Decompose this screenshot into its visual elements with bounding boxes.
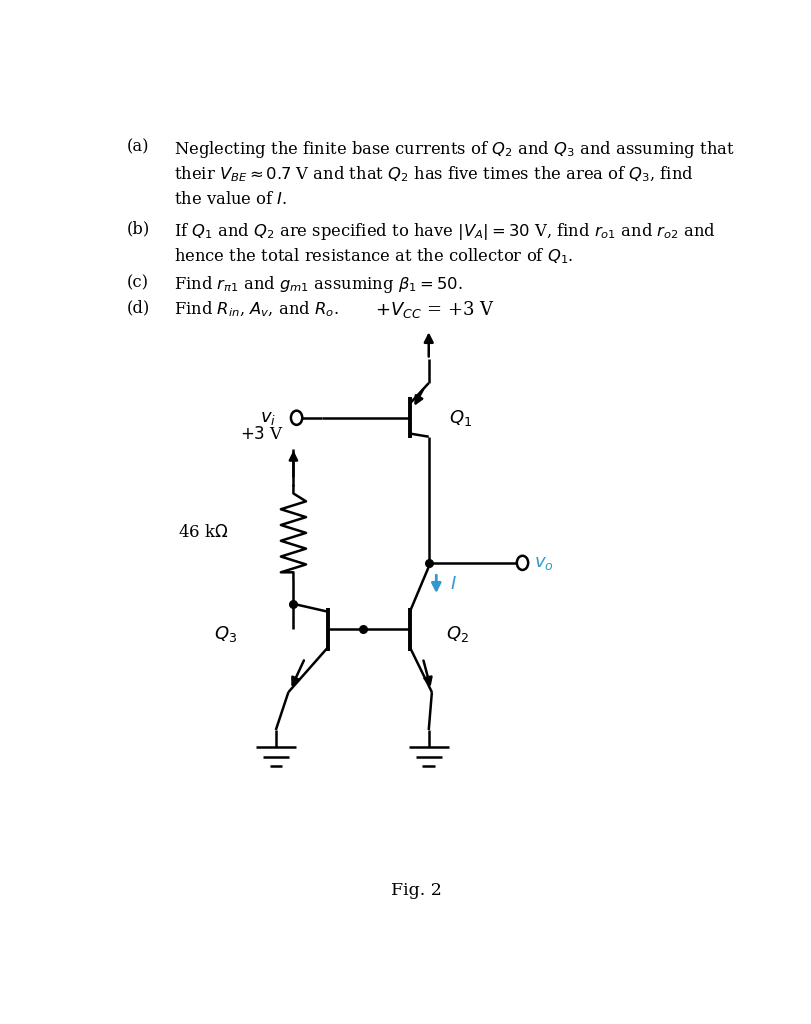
Text: (b): (b) <box>127 220 150 238</box>
Text: $I$: $I$ <box>449 575 457 593</box>
Text: (d): (d) <box>127 299 150 316</box>
Text: Find $R_{in}$, $A_v$, and $R_o$.: Find $R_{in}$, $A_v$, and $R_o$. <box>174 299 338 318</box>
Text: 46 k$\Omega$: 46 k$\Omega$ <box>178 524 229 542</box>
Text: $+3$ V: $+3$ V <box>240 426 284 443</box>
Text: $+V_{CC}$ = +3 V: $+V_{CC}$ = +3 V <box>375 299 494 319</box>
Text: $v_i$: $v_i$ <box>260 409 276 427</box>
Text: $Q_3$: $Q_3$ <box>213 624 237 644</box>
Text: Find $r_{\pi 1}$ and $g_{m1}$ assuming $\beta_1 = 50$.: Find $r_{\pi 1}$ and $g_{m1}$ assuming $… <box>174 274 462 295</box>
Text: the value of $I$.: the value of $I$. <box>174 190 287 208</box>
Text: Fig. 2: Fig. 2 <box>390 883 441 899</box>
Text: (c): (c) <box>127 274 148 291</box>
Text: (a): (a) <box>127 138 149 156</box>
Text: Neglecting the finite base currents of $Q_2$ and $Q_3$ and assuming that: Neglecting the finite base currents of $… <box>174 138 734 160</box>
Text: $Q_1$: $Q_1$ <box>448 408 471 428</box>
Text: $Q_2$: $Q_2$ <box>446 624 469 644</box>
Text: their $V_{BE} \approx 0.7$ V and that $Q_2$ has five times the area of $Q_3$, fi: their $V_{BE} \approx 0.7$ V and that $Q… <box>174 165 693 184</box>
Text: hence the total resistance at the collector of $Q_1$.: hence the total resistance at the collec… <box>174 247 573 266</box>
Text: If $Q_1$ and $Q_2$ are specified to have $|V_A| = 30$ V, find $r_{o1}$ and $r_{o: If $Q_1$ and $Q_2$ are specified to have… <box>174 220 714 242</box>
Text: $v_o$: $v_o$ <box>534 554 554 571</box>
